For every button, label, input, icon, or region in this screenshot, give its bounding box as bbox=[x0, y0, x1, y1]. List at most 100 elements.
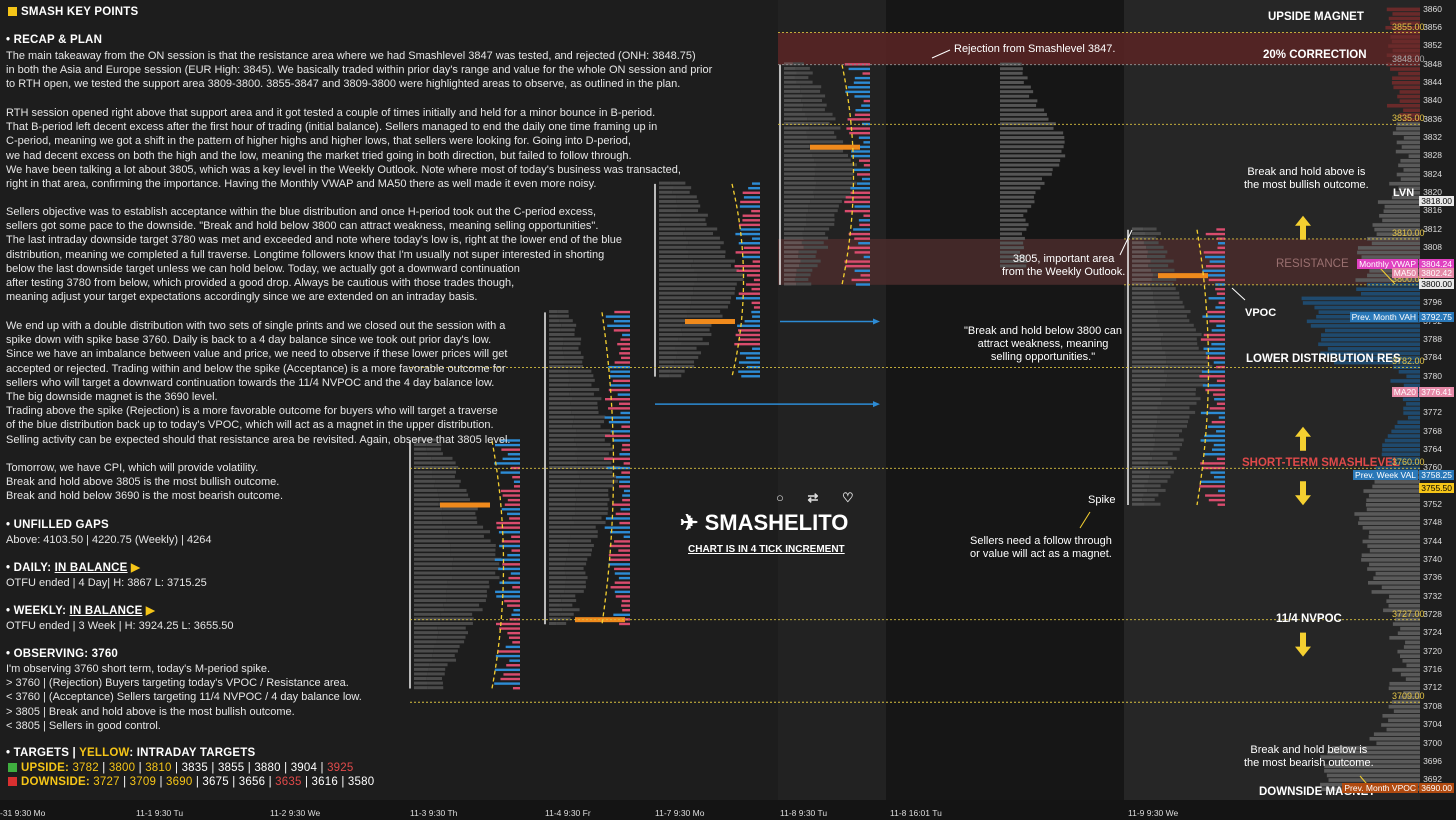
volume-row bbox=[691, 300, 731, 304]
volume-row bbox=[429, 663, 448, 667]
tpo-row bbox=[659, 227, 686, 231]
tpo-row bbox=[549, 557, 567, 561]
delta-row bbox=[1217, 246, 1225, 250]
volume-row bbox=[445, 534, 484, 538]
delta-row bbox=[848, 232, 870, 236]
tpo-row bbox=[414, 640, 437, 644]
volume-bar bbox=[1388, 461, 1420, 466]
tpo-row bbox=[659, 337, 679, 341]
on-profile-row bbox=[1000, 209, 1028, 213]
recap-line: we had decent excess on both the high an… bbox=[6, 149, 632, 162]
tpo-row bbox=[784, 126, 810, 130]
tpo-row bbox=[549, 516, 573, 520]
tpo-row bbox=[549, 599, 562, 603]
delta-row bbox=[604, 457, 630, 461]
tpo-row bbox=[1132, 415, 1158, 419]
volume-bar bbox=[1369, 562, 1420, 567]
recap-line: That B-period left decent excess after t… bbox=[6, 121, 658, 134]
tpo-row bbox=[784, 62, 793, 66]
volume-row bbox=[814, 177, 852, 181]
volume-row bbox=[808, 209, 838, 213]
on-profile-row bbox=[1000, 259, 1028, 263]
tpo-row bbox=[414, 493, 439, 497]
recap-heading: • RECAP & PLAN bbox=[6, 34, 103, 46]
volume-row bbox=[575, 507, 609, 511]
tpo-row bbox=[659, 209, 677, 213]
tpo-row bbox=[549, 452, 576, 456]
tpo-row bbox=[784, 186, 816, 190]
volume-bar bbox=[1383, 608, 1420, 613]
target-value: 3709 bbox=[129, 776, 157, 788]
badge-value: 3792.75 bbox=[1419, 312, 1454, 323]
volume-row bbox=[452, 562, 500, 566]
delta-row bbox=[617, 342, 630, 346]
volume-row bbox=[1166, 360, 1209, 364]
volume-row bbox=[568, 548, 592, 552]
delta-row bbox=[863, 141, 870, 144]
tpo-row bbox=[549, 621, 557, 625]
volume-row bbox=[574, 438, 605, 442]
tpo-row bbox=[549, 314, 558, 318]
volume-bar bbox=[1388, 16, 1420, 21]
on-profile-row bbox=[1000, 218, 1026, 222]
label-upside-magnet: UPSIDE MAGNET bbox=[1268, 11, 1364, 23]
tpo-row bbox=[659, 314, 688, 318]
volume-bar bbox=[1338, 356, 1420, 360]
volume-row bbox=[564, 566, 584, 570]
delta-row bbox=[1216, 365, 1225, 369]
tpo-row bbox=[414, 585, 448, 589]
on-profile-row bbox=[1000, 177, 1042, 181]
tpo-row bbox=[414, 681, 428, 685]
volume-row bbox=[442, 507, 478, 511]
tpo-row bbox=[414, 621, 441, 625]
recap-line: of the blue distribution back up to toda… bbox=[6, 419, 494, 432]
anno-vpoc: VPOC bbox=[1245, 307, 1277, 319]
on-profile-row bbox=[1000, 236, 1025, 240]
on-profile-row bbox=[1000, 76, 1028, 80]
badge-value: 3776.41 bbox=[1419, 387, 1454, 398]
x-tick-label: -31 9:30 Mo bbox=[0, 808, 46, 818]
volume-row bbox=[1160, 392, 1196, 396]
tpo-row bbox=[414, 571, 451, 575]
delta-row bbox=[507, 631, 520, 635]
delta-row bbox=[847, 86, 870, 89]
volume-bar bbox=[1321, 337, 1420, 342]
on-profile-row bbox=[1000, 145, 1064, 149]
volume-row bbox=[569, 392, 594, 396]
volume-row bbox=[679, 218, 706, 222]
tpo-row bbox=[549, 507, 576, 511]
delta-row bbox=[848, 67, 870, 71]
badge-label: MA20 bbox=[1391, 387, 1418, 398]
tpo-row bbox=[414, 608, 445, 612]
volume-row bbox=[560, 328, 575, 332]
volume-bar bbox=[1390, 35, 1420, 39]
x-tick-label: 11-9 9:30 We bbox=[1128, 808, 1179, 818]
tpo-row bbox=[549, 374, 569, 378]
volume-bar bbox=[1381, 585, 1420, 590]
volume-row bbox=[816, 163, 858, 167]
volume-bar bbox=[1392, 76, 1420, 80]
delta-row bbox=[494, 668, 520, 672]
delta-row bbox=[1218, 416, 1225, 419]
volume-row bbox=[686, 310, 721, 314]
y-tick-label: 3740 bbox=[1423, 554, 1442, 565]
tpo-row bbox=[414, 580, 448, 584]
delta-row bbox=[612, 379, 630, 383]
volume-row bbox=[1168, 365, 1213, 369]
delta-row bbox=[844, 260, 870, 263]
volume-bar bbox=[1354, 512, 1420, 516]
tpo-row bbox=[1132, 443, 1155, 447]
tpo-row bbox=[1132, 282, 1151, 286]
volume-row bbox=[670, 369, 685, 373]
delta-row bbox=[505, 645, 520, 649]
tpo-row bbox=[549, 332, 561, 336]
volume-row bbox=[803, 236, 829, 240]
volume-row bbox=[796, 71, 813, 75]
delta-row bbox=[499, 544, 520, 548]
tpo-row bbox=[549, 493, 576, 497]
delta-row bbox=[857, 182, 870, 185]
observing-heading: • OBSERVING: 3760 bbox=[6, 648, 119, 660]
volume-row bbox=[672, 190, 690, 194]
volume-bar bbox=[1387, 103, 1420, 108]
delta-row bbox=[620, 347, 630, 350]
